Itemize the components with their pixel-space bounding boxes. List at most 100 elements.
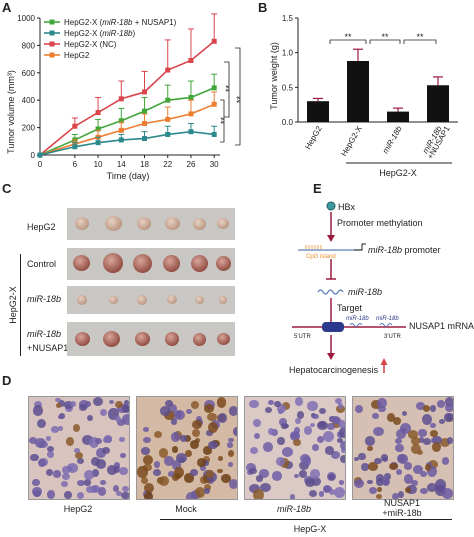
data-point (188, 129, 194, 135)
data-point (142, 89, 148, 95)
stained-nucleus (405, 487, 412, 493)
data-point (37, 152, 43, 158)
stained-nucleus (267, 400, 274, 406)
stained-nucleus (218, 456, 224, 461)
stained-nucleus (400, 422, 412, 434)
data-point (165, 67, 171, 73)
stained-nucleus (337, 403, 344, 409)
hepg2x-bracket-line (20, 254, 21, 356)
tumor (217, 333, 230, 345)
stained-nucleus (142, 436, 151, 443)
stained-nucleus (432, 435, 442, 445)
tumor (109, 296, 118, 304)
tumor (165, 217, 180, 230)
stained-nucleus (302, 456, 312, 466)
series-line (39, 87, 215, 156)
stained-nucleus (184, 473, 195, 484)
stained-nucleus (65, 437, 74, 446)
stained-nucleus (278, 418, 287, 426)
stained-nucleus (411, 436, 420, 446)
stained-nucleus (184, 434, 192, 442)
stained-nucleus (294, 473, 300, 479)
panel-label-a: A (2, 0, 12, 15)
stained-nucleus (355, 405, 364, 414)
stained-nucleus (84, 479, 91, 486)
stained-nucleus (444, 413, 453, 422)
y-tick-label: 0 (31, 151, 36, 160)
data-point (211, 101, 217, 107)
tumor-volume-series (37, 13, 218, 158)
stained-nucleus (143, 455, 154, 466)
stained-nucleus (277, 403, 287, 414)
stained-nucleus (381, 477, 391, 487)
stained-nucleus (338, 426, 345, 438)
data-point (95, 140, 101, 146)
stained-nucleus (430, 405, 437, 412)
y-tick-label: 0.0 (282, 118, 294, 127)
stained-nucleus (62, 473, 71, 481)
tumor-weight-y-axis-label: Tumor weight (g) (269, 42, 279, 110)
data-point (118, 118, 124, 124)
stained-nucleus (447, 437, 453, 444)
stained-nucleus (46, 451, 55, 458)
stained-nucleus (329, 488, 335, 495)
stained-nucleus (203, 488, 211, 494)
tumor (137, 295, 147, 305)
series-line (39, 103, 215, 156)
tumor (217, 218, 229, 229)
stained-nucleus (310, 476, 322, 486)
stained-nucleus (397, 453, 406, 463)
stained-nucleus (91, 456, 101, 467)
stained-nucleus (121, 404, 129, 413)
stained-nucleus (185, 450, 193, 457)
y-tick-label: 0.5 (282, 83, 294, 92)
stained-nucleus (444, 397, 453, 407)
stained-nucleus (108, 400, 114, 405)
stained-nucleus (61, 465, 71, 475)
tumor (135, 332, 150, 346)
tumor-volume-chart: 0 200 400 600 800 1000 0 6 10 14 18 22 26 30 HepG2-X … (6, 13, 245, 181)
stained-nucleus (100, 408, 108, 416)
tumor (77, 295, 87, 305)
stained-nucleus (418, 428, 427, 437)
stained-nucleus (434, 485, 446, 497)
x-tick-label: 26 (187, 160, 196, 169)
stained-nucleus (419, 471, 428, 478)
stained-nucleus (430, 429, 438, 437)
stained-nucleus (195, 437, 201, 443)
hbx-icon (326, 201, 336, 211)
stained-nucleus (289, 494, 296, 499)
stained-nucleus (96, 447, 107, 459)
stained-nucleus (436, 400, 446, 409)
hepg2x-side-label: HepG2-X (8, 286, 18, 324)
stained-nucleus (323, 431, 334, 443)
stained-nucleus (207, 413, 217, 422)
data-point (165, 131, 171, 137)
stained-nucleus (45, 468, 53, 476)
stained-nucleus (304, 426, 313, 435)
stained-nucleus (307, 401, 318, 411)
stained-nucleus (112, 485, 120, 493)
stained-nucleus (380, 454, 388, 461)
tumor-volume-y-axis-label: Tumor volume (mm³) (6, 70, 16, 154)
bar (307, 101, 329, 122)
stained-nucleus (304, 477, 315, 488)
stained-nucleus (228, 406, 237, 416)
sig-a-2: ** (235, 95, 245, 103)
sig-a-3: ** (219, 116, 229, 124)
stained-nucleus (50, 425, 59, 433)
stained-nucleus (57, 426, 63, 432)
stained-nucleus (353, 478, 364, 489)
stained-nucleus (339, 454, 345, 464)
stained-nucleus (412, 465, 423, 475)
x-tick-label: 10 (94, 160, 103, 169)
stained-nucleus (191, 401, 200, 410)
stained-nucleus (253, 489, 265, 499)
stained-nucleus (33, 400, 43, 409)
panel-label-c: C (2, 181, 12, 196)
stained-nucleus (168, 471, 175, 477)
stained-nucleus (246, 462, 257, 472)
stained-nucleus (369, 486, 378, 495)
stained-nucleus (295, 417, 302, 425)
stained-nucleus (116, 490, 123, 497)
